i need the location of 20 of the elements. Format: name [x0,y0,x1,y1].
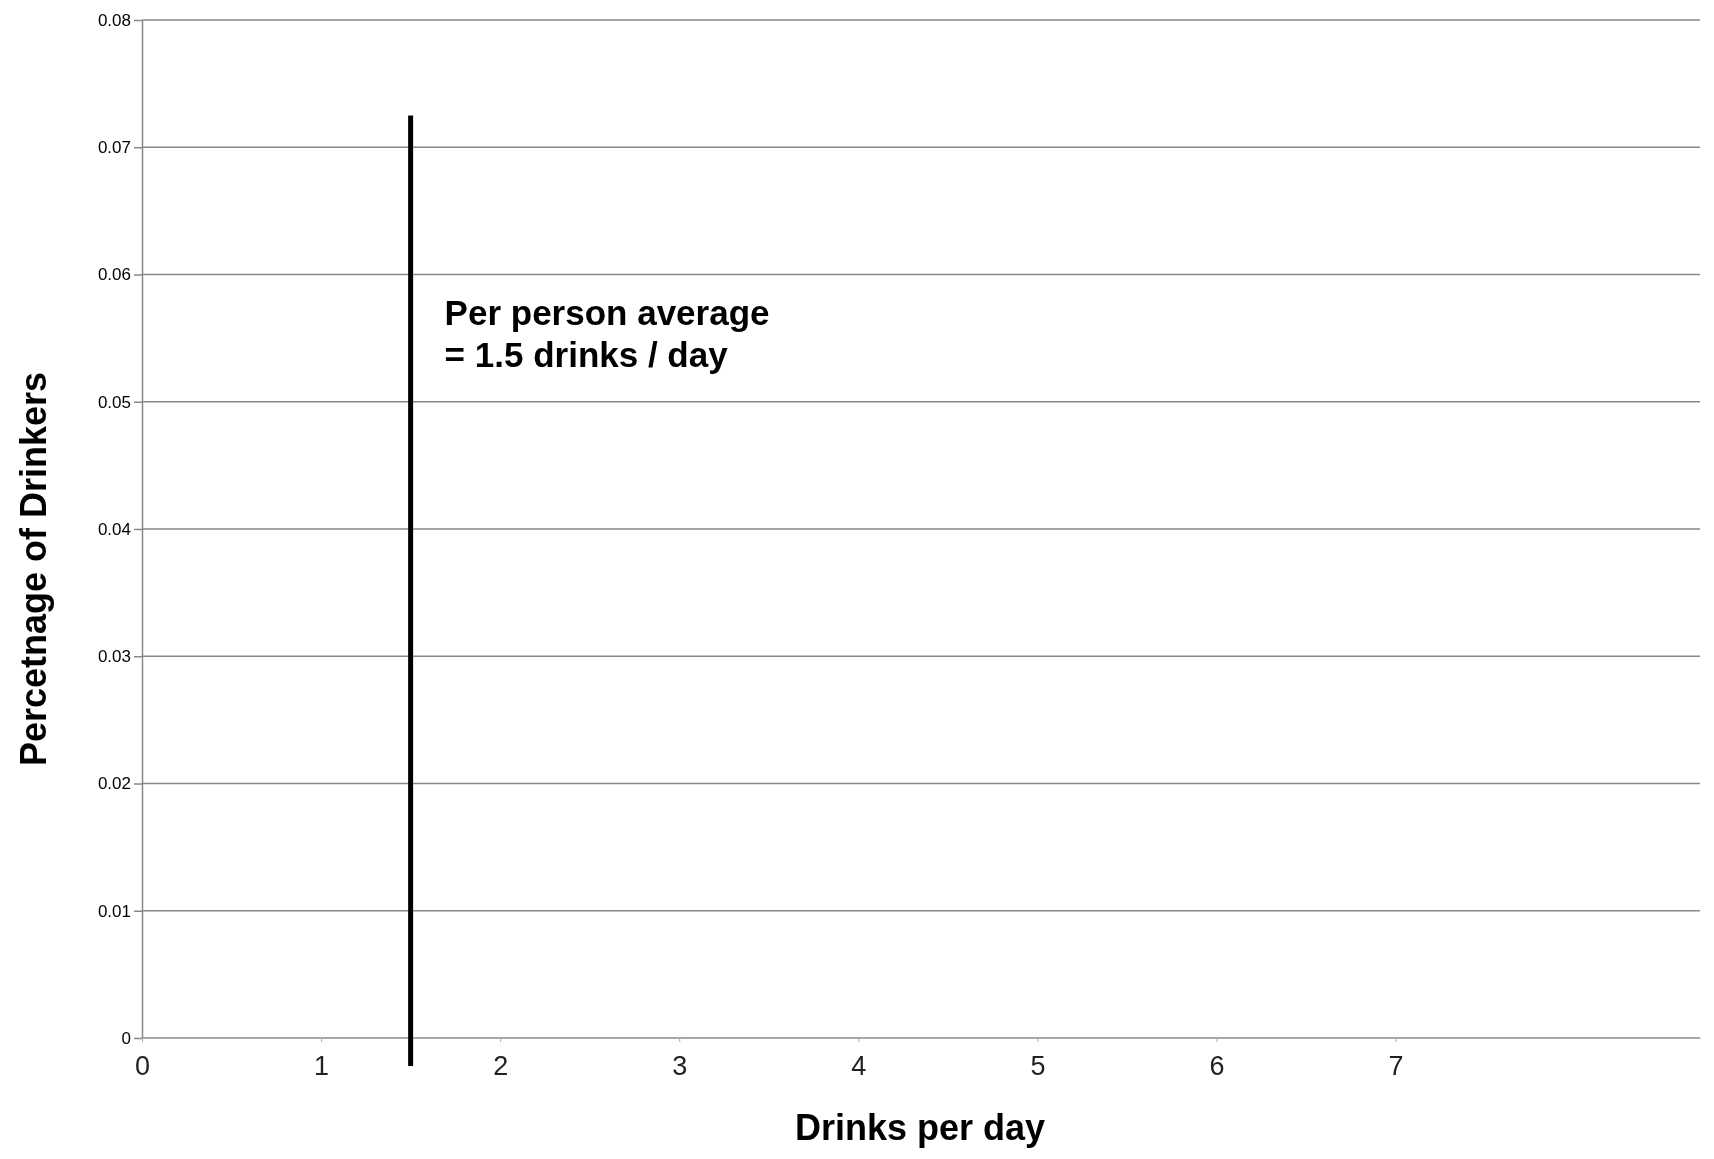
x-tick-label: 5 [1030,1050,1046,1081]
x-tick-label: 3 [672,1050,688,1081]
x-tick-label: 0 [134,1050,151,1081]
x-tick-label: 2 [493,1050,509,1081]
y-tick-label: 0.05 [97,392,131,412]
x-tick-label: 4 [851,1050,867,1081]
y-tick-label: 0.04 [97,519,131,539]
x-tick-label: 7 [1388,1050,1404,1081]
y-tick-label: 0.06 [97,265,131,285]
y-tick-label: 0.01 [97,901,131,921]
y-axis-title: Percetnage of Drinkers [13,371,54,767]
x-tick-label: 6 [1209,1050,1225,1081]
x-tick-label: 1 [314,1050,330,1081]
y-tick-label: 0 [121,1028,131,1048]
x-axis-title: Drinks per day [794,1107,1046,1148]
y-tick-label: 0.08 [97,10,131,30]
y-tick-label: 0.02 [97,774,131,794]
y-tick-label: 0.07 [97,138,131,158]
y-tick-label: 0.03 [97,647,131,667]
ref-line-label: Per person average = 1.5 drinks / day [444,293,770,374]
